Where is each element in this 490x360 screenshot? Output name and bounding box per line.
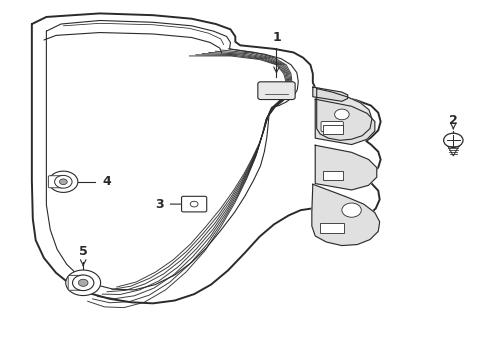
Circle shape <box>49 171 78 192</box>
Bar <box>322 125 343 134</box>
Text: 5: 5 <box>79 245 88 258</box>
Circle shape <box>66 270 100 296</box>
Text: 2: 2 <box>449 114 458 127</box>
FancyBboxPatch shape <box>49 176 63 188</box>
Polygon shape <box>315 99 375 145</box>
Text: 4: 4 <box>102 175 111 188</box>
Circle shape <box>54 175 72 188</box>
Text: 3: 3 <box>155 198 164 211</box>
Polygon shape <box>315 145 377 190</box>
Text: 1: 1 <box>272 31 281 44</box>
Circle shape <box>78 279 88 286</box>
Polygon shape <box>317 89 372 140</box>
Circle shape <box>342 203 361 217</box>
FancyBboxPatch shape <box>181 196 207 212</box>
Bar <box>320 223 344 233</box>
Circle shape <box>73 275 94 291</box>
Polygon shape <box>313 87 348 101</box>
Circle shape <box>190 201 198 207</box>
FancyBboxPatch shape <box>68 275 85 290</box>
Polygon shape <box>312 184 380 246</box>
FancyBboxPatch shape <box>321 122 343 131</box>
FancyBboxPatch shape <box>258 82 295 100</box>
Circle shape <box>335 109 349 120</box>
Bar <box>322 171 343 180</box>
Circle shape <box>443 133 463 147</box>
Circle shape <box>59 179 67 185</box>
